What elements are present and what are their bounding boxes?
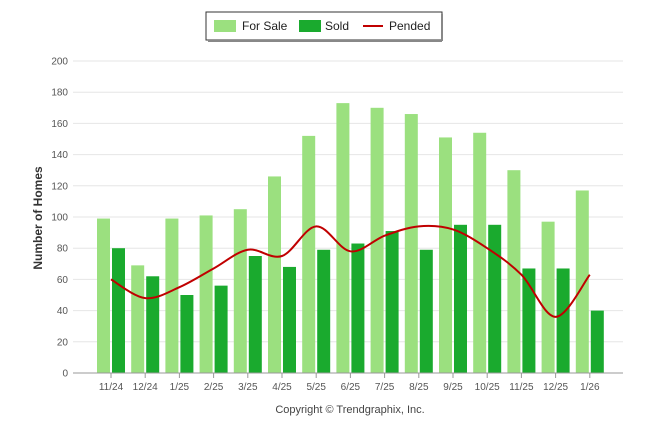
bars [97, 103, 604, 374]
y-tick-label: 100 [51, 213, 68, 224]
bar-sold [180, 295, 194, 373]
bar-sold [214, 285, 228, 373]
x-tick-label: 12/25 [543, 382, 568, 393]
bar-for-sale [199, 215, 213, 373]
bar-for-sale [131, 265, 145, 373]
legend-swatch-sold [299, 20, 321, 32]
bar-sold [317, 249, 331, 373]
x-tick-label: 4/25 [272, 382, 292, 393]
bar-sold [248, 256, 262, 373]
x-tick-label: 8/25 [409, 382, 429, 393]
bar-for-sale [541, 221, 555, 373]
bar-sold [419, 249, 433, 373]
y-tick-label: 0 [62, 369, 68, 380]
x-tick-label: 3/25 [238, 382, 258, 393]
x-tick-label: 12/24 [133, 382, 158, 393]
x-tick-label: 5/25 [306, 382, 326, 393]
x-axis-ticks: 11/24 12/24 1/25 2/25 3/25 4/25 5/25 6/25 7/25 8/… [99, 373, 600, 393]
y-tick-label: 20 [57, 337, 69, 348]
bar-sold [112, 248, 125, 373]
bar-sold [283, 266, 296, 373]
bar-for-sale [575, 190, 589, 373]
bar-for-sale [97, 218, 110, 373]
bar-sold [351, 243, 365, 373]
legend-label-sold: Sold [325, 19, 349, 33]
y-axis-ticks: 0 20 40 60 80 100 120 140 160 180 200 [51, 57, 68, 380]
x-tick-label: 10/25 [475, 382, 500, 393]
bar-sold [385, 231, 399, 373]
pended-line [110, 224, 591, 318]
legend-swatch-for-sale [214, 20, 236, 32]
bar-sold [488, 224, 502, 373]
x-tick-label: 7/25 [375, 382, 395, 393]
y-tick-label: 140 [51, 150, 68, 161]
x-tick-label: 1/25 [170, 382, 190, 393]
bar-for-sale [268, 176, 281, 373]
bar-for-sale [404, 114, 418, 373]
bar-sold [522, 268, 536, 373]
bar-for-sale [165, 218, 179, 373]
y-tick-label: 160 [51, 119, 68, 130]
legend-label-pended: Pended [389, 19, 430, 33]
y-tick-label: 60 [57, 275, 69, 286]
x-tick-label: 9/25 [443, 382, 463, 393]
bar-for-sale [439, 137, 452, 373]
legend-box [205, 11, 443, 41]
y-tick-label: 180 [51, 88, 68, 99]
bar-for-sale [473, 132, 487, 373]
legend-label-for-sale: For Sale [242, 19, 288, 33]
y-tick-label: 200 [51, 57, 68, 68]
bar-sold [556, 268, 570, 373]
copyright-credit: Copyright © Trendgraphix, Inc. [275, 404, 424, 416]
x-tick-label: 11/24 [99, 382, 124, 393]
y-tick-label: 40 [57, 306, 69, 317]
bar-sold [590, 310, 604, 373]
y-tick-label: 120 [51, 181, 68, 192]
bar-for-sale [302, 135, 316, 373]
bar-sold [454, 224, 467, 373]
bar-sold [146, 276, 160, 373]
bar-for-sale [507, 170, 521, 373]
x-tick-label: 2/25 [204, 382, 224, 393]
bar-for-sale [336, 103, 350, 374]
x-tick-label: 1/26 [580, 382, 600, 393]
x-tick-label: 6/25 [341, 382, 361, 393]
bar-for-sale [233, 209, 247, 373]
x-tick-label: 11/25 [509, 382, 534, 393]
y-axis-label: Number of Homes [31, 166, 45, 270]
legend: For Sale Sold Pended [205, 11, 443, 42]
y-tick-label: 80 [57, 244, 69, 255]
